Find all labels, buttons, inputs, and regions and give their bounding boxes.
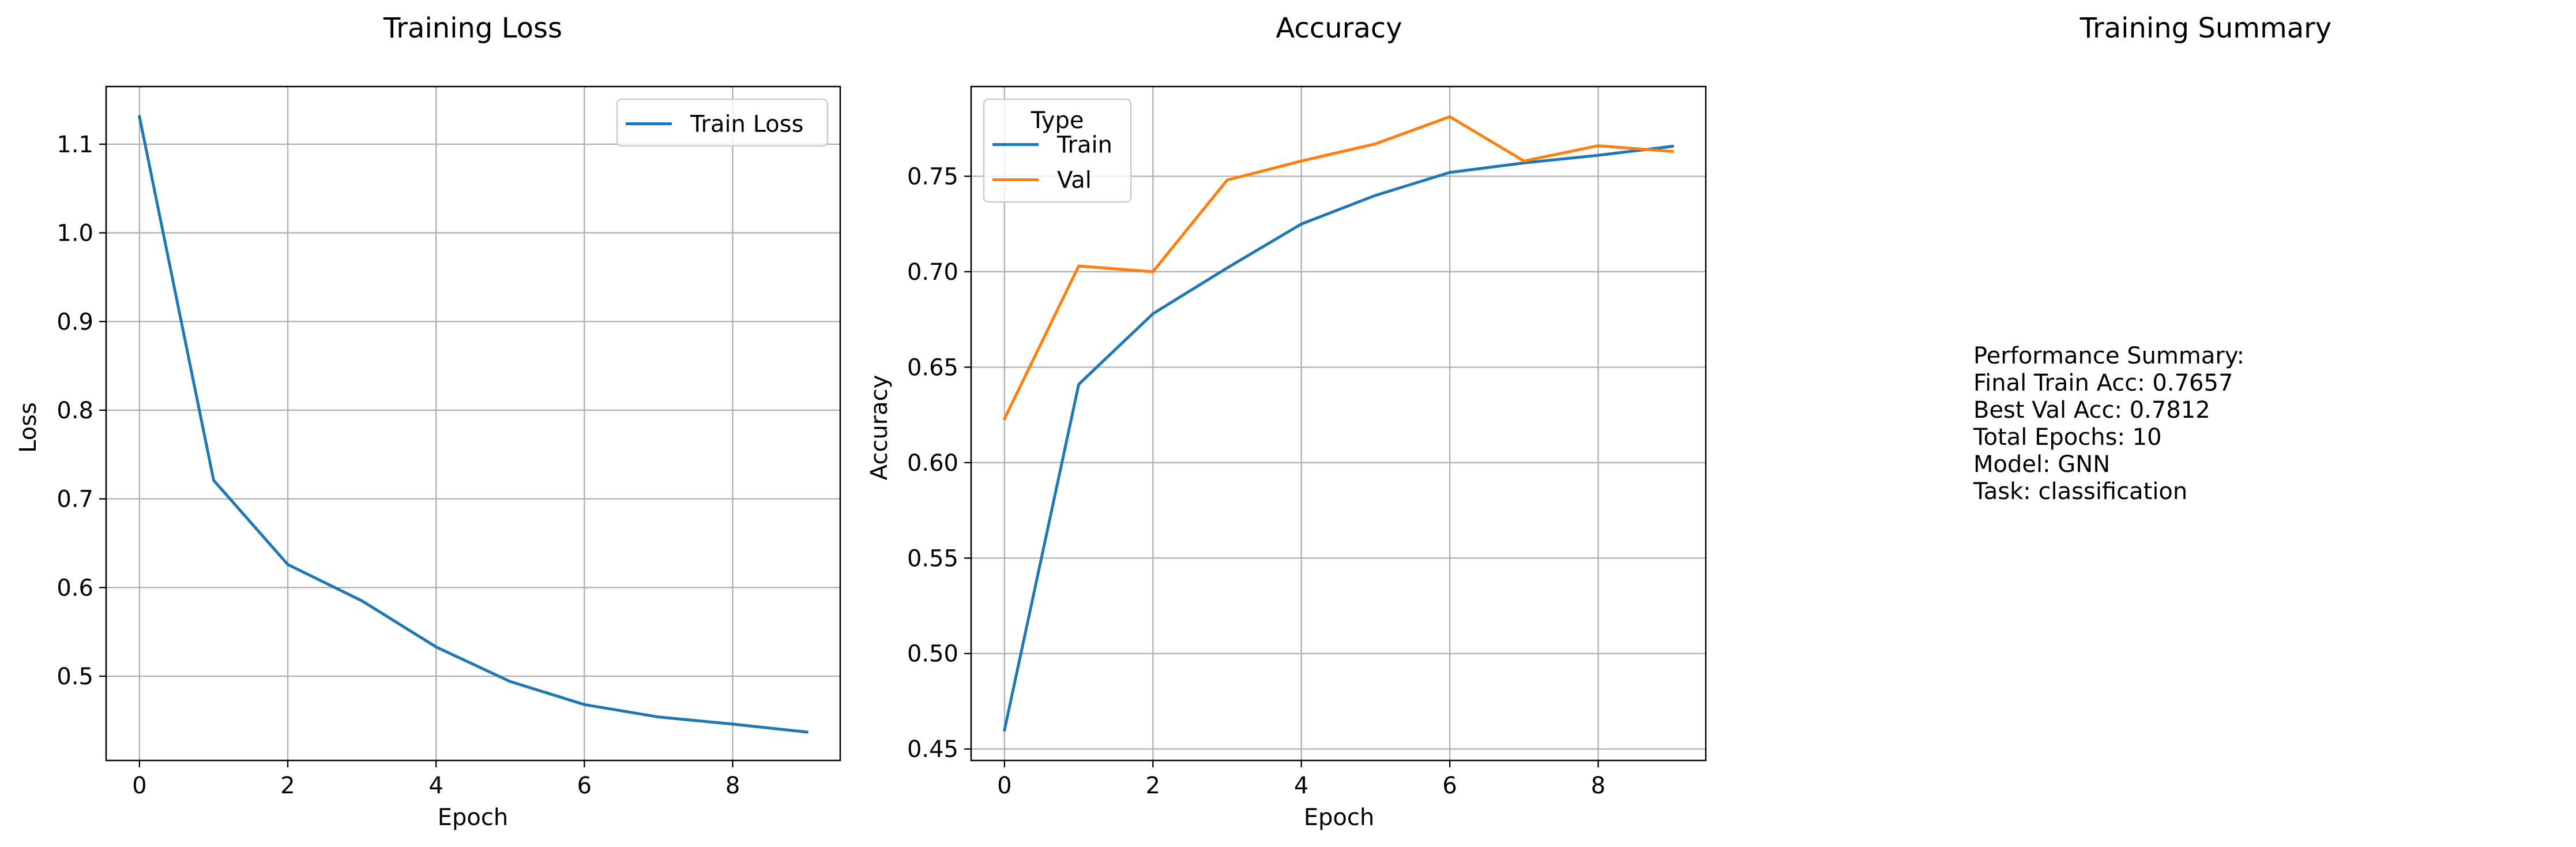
- accuracy-y-tick-label: 0.45: [907, 736, 958, 763]
- accuracy-chart-title: Accuracy: [1276, 12, 1402, 44]
- loss-y-tick-label: 1.0: [57, 220, 93, 247]
- accuracy-x-tick-label: 4: [1294, 773, 1308, 799]
- loss-x-tick-label: 0: [132, 773, 146, 799]
- loss-y-tick-label: 0.9: [57, 309, 93, 335]
- loss-x-tick-label: 4: [428, 773, 443, 799]
- accuracy-x-axis-label: Epoch: [1304, 804, 1374, 831]
- summary-title: Training Summary: [2079, 12, 2332, 44]
- accuracy-legend-label: Train: [1056, 132, 1112, 159]
- summary-line: Total Epochs: 10: [1973, 424, 2162, 451]
- summary-line: Task: classification: [1973, 478, 2187, 505]
- accuracy-y-tick-label: 0.70: [907, 259, 958, 286]
- accuracy-legend-label: Val: [1057, 167, 1092, 194]
- loss-y-tick-label: 1.1: [57, 132, 93, 158]
- summary-line: Performance Summary:: [1973, 343, 2244, 369]
- loss-plot-area: 0 2 4 6 8 0.5 0.6 0.7 0.8 0.9 1.0 1.1 Train Loss: [57, 85, 841, 799]
- accuracy-series-line-train: [1002, 144, 1674, 732]
- loss-chart-title: Training Loss: [383, 12, 562, 44]
- summary-text-block: Performance Summary: Final Train Acc: 0.…: [1973, 343, 2244, 505]
- accuracy-series-line-val: [1002, 115, 1674, 421]
- accuracy-y-tick-label: 0.65: [907, 354, 958, 381]
- accuracy-y-tick-label: 0.60: [907, 450, 958, 477]
- summary-line: Final Train Acc: 0.7657: [1973, 370, 2233, 396]
- summary-line: Best Val Acc: 0.7812: [1973, 397, 2210, 424]
- accuracy-axes-frame: [970, 85, 1707, 762]
- loss-y-axis-label: Loss: [15, 402, 42, 453]
- accuracy-plot-area: 0 2 4 6 8 0.45 0.50 0.55 0.60 0.65 0.70 0.75 TypeTra…: [907, 85, 1707, 799]
- accuracy-panel: 0 2 4 6 8 0.45 0.50 0.55 0.60 0.65 0.70 0.75 TypeTra…: [866, 12, 1707, 831]
- accuracy-x-tick-label: 2: [1146, 773, 1160, 799]
- loss-y-tick-label: 0.8: [57, 398, 93, 424]
- accuracy-y-tick-label: 0.55: [907, 545, 958, 572]
- loss-series-line-train-loss: [137, 115, 808, 734]
- loss-x-tick-label: 2: [280, 773, 295, 799]
- summary-line: Model: GNN: [1973, 451, 2110, 478]
- loss-x-tick-label: 6: [577, 773, 592, 799]
- loss-legend-label: Train Loss: [690, 111, 803, 138]
- accuracy-x-tick-label: 6: [1442, 773, 1457, 799]
- summary-panel: Training Summary Performance Summary: Fi…: [1973, 12, 2331, 505]
- accuracy-x-tick-label: 0: [997, 773, 1011, 799]
- loss-x-tick-label: 8: [725, 773, 740, 799]
- loss-x-axis-label: Epoch: [438, 804, 508, 831]
- loss-y-tick-label: 0.5: [57, 664, 93, 690]
- accuracy-y-tick-label: 0.50: [907, 641, 958, 668]
- accuracy-y-axis-label: Accuracy: [866, 375, 893, 481]
- accuracy-y-tick-label: 0.75: [907, 164, 958, 190]
- accuracy-x-tick-label: 8: [1591, 773, 1605, 799]
- accuracy-legend-box: [983, 98, 1132, 203]
- loss-y-tick-label: 0.6: [57, 575, 93, 601]
- loss-legend-box: [616, 98, 829, 147]
- accuracy-legend-title: Type: [1031, 107, 1084, 134]
- loss-y-tick-label: 0.7: [57, 486, 93, 513]
- loss-panel: 0 2 4 6 8 0.5 0.6 0.7 0.8 0.9 1.0 1.1 Train Loss Tra…: [15, 12, 841, 831]
- loss-axes-frame: [105, 85, 841, 762]
- loss-legend: Train Loss: [616, 98, 829, 147]
